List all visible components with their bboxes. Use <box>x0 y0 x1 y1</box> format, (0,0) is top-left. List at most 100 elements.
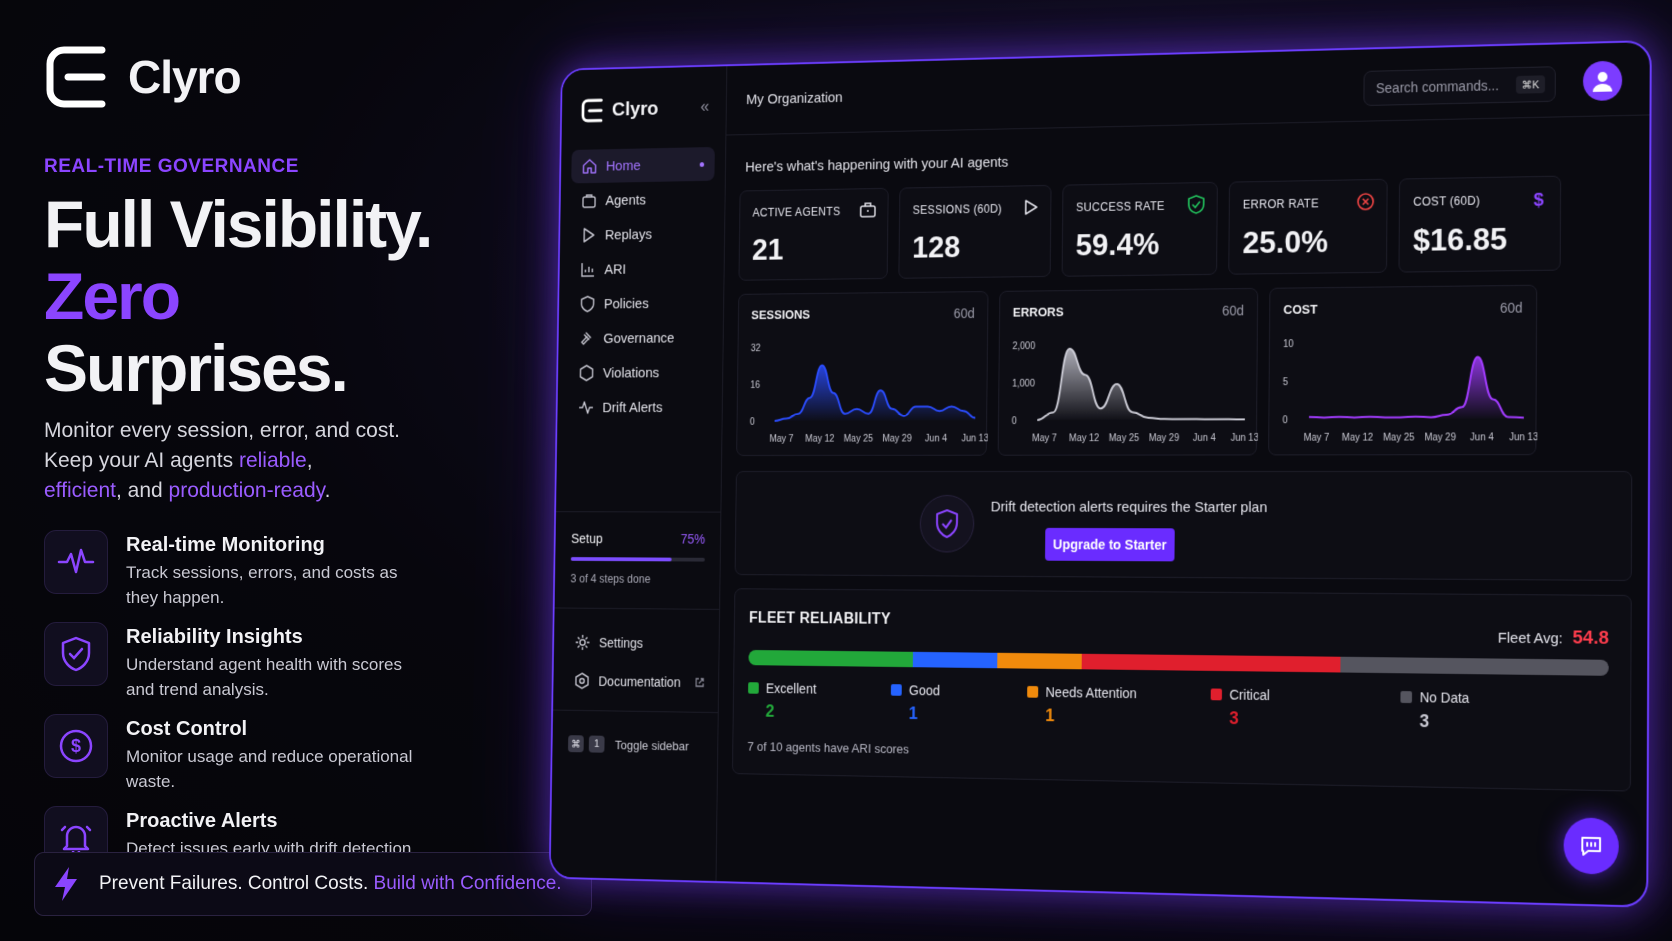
legend-needs-attention: Needs Attention 1 <box>1027 684 1137 727</box>
series-area <box>1037 347 1245 420</box>
fleet-bar-segment <box>1341 657 1609 676</box>
shield-check-icon <box>920 495 975 553</box>
chart-row: SESSIONS 60d 32 16 0 May 7 May 12 May 25 May 2… <box>722 270 1649 456</box>
fleet-bar-segment <box>997 653 1082 669</box>
stat-card-success-rate[interactable]: SUCCESS RATE 59.4% <box>1062 182 1218 277</box>
headline-line-1: Full Visibility. <box>44 188 464 260</box>
external-link-icon <box>694 677 705 688</box>
errors-chart-plot: 2,000 1,000 0 May 7 May 12 May 25 May 29 Jun 4 J… <box>999 289 1260 457</box>
stat-value: 25.0% <box>1242 223 1373 261</box>
play-icon <box>1021 198 1039 217</box>
x-tick-label: May 12 <box>1342 432 1373 443</box>
legend-swatch <box>1400 691 1412 703</box>
sidebar: Clyro « Home Agents Replays ARI <box>551 66 728 881</box>
errors-chart[interactable]: ERRORS 60d 2,000 1,000 0 May 7 May 12 May 25 M… <box>998 288 1258 456</box>
sidebar-item-drift-alerts[interactable]: Drift Alerts <box>568 390 712 424</box>
cost-chart-plot: 1050May 7 May 12 May 25 May 29 Jun 4 Jun 13 <box>1269 286 1538 457</box>
stat-card-cost[interactable]: COST (60D) $16.85 $ <box>1398 176 1561 273</box>
pulse-icon <box>44 530 108 594</box>
sidebar-item-ari[interactable]: ARI <box>570 251 714 287</box>
y-tick-label: 0 <box>1282 415 1287 426</box>
sidebar-item-label: Agents <box>605 192 646 209</box>
stat-label: ERROR RATE <box>1243 196 1373 212</box>
stat-card-error-rate[interactable]: ERROR RATE 25.0% <box>1228 179 1387 275</box>
y-tick-label: 32 <box>751 343 761 354</box>
sidebar-item-violations[interactable]: Violations <box>568 355 712 390</box>
gavel-icon <box>579 330 595 347</box>
tagline: Prevent Failures. Control Costs. Build w… <box>99 873 562 895</box>
sidebar-item-home[interactable]: Home <box>571 147 715 183</box>
legend-count: 2 <box>765 701 816 722</box>
sidebar-item-settings[interactable]: Settings <box>564 623 713 662</box>
feature-item: $ Cost Control Monitor usage and reduce … <box>44 714 464 786</box>
avatar[interactable] <box>1583 61 1622 101</box>
feature-title: Reliability Insights <box>126 626 416 649</box>
toggle-sidebar-hint[interactable]: ⌘ 1 Toggle sidebar <box>552 710 719 780</box>
upgrade-button[interactable]: Upgrade to Starter <box>1045 528 1175 562</box>
legend-good: Good 1 <box>891 682 940 724</box>
sidebar-item-governance[interactable]: Governance <box>569 320 713 355</box>
sidebar-item-documentation[interactable]: Documentation <box>564 662 713 702</box>
stat-value: $16.85 <box>1413 220 1546 258</box>
setup-percent: 75% <box>680 531 705 546</box>
feature-list: Real-time Monitoring Track sessions, err… <box>44 530 464 878</box>
search-placeholder: Search commands... <box>1376 77 1499 96</box>
x-tick-label: May 12 <box>805 434 834 445</box>
sidebar-brand-name: Clyro <box>612 98 659 121</box>
activity-icon <box>578 399 594 416</box>
y-tick-label: 1,000 <box>1012 378 1035 389</box>
legend-swatch <box>1211 688 1222 700</box>
feature-title: Cost Control <box>126 718 416 741</box>
series-area <box>775 364 976 421</box>
fleet-avg-value: 54.8 <box>1572 627 1608 648</box>
play-icon <box>581 227 597 244</box>
legend-excellent: Excellent 2 <box>748 680 817 722</box>
shield-check-icon <box>1187 195 1206 215</box>
headline-zero: Zero <box>44 259 179 333</box>
chat-button[interactable] <box>1564 817 1619 874</box>
main-content: My Organization Search commands... ⌘K He… <box>716 42 1649 906</box>
setup-subtitle: 3 of 4 steps done <box>570 572 704 586</box>
sessions-chart[interactable]: SESSIONS 60d 32 16 0 May 7 May 12 May 25 May 2… <box>736 291 988 456</box>
collapse-sidebar-icon[interactable]: « <box>700 97 709 117</box>
command-search[interactable]: Search commands... ⌘K <box>1363 66 1555 106</box>
stat-card-active-agents[interactable]: ACTIVE AGENTS 21 <box>738 188 888 281</box>
one-key: 1 <box>589 736 605 753</box>
sidebar-footer: Settings Documentation <box>564 623 713 702</box>
stat-label: SESSIONS (60D) <box>913 201 1038 216</box>
fleet-reliability-card: FLEET RELIABILITY Fleet Avg: 54.8 Excelle… <box>732 588 1632 791</box>
x-tick-label: May 7 <box>1032 433 1057 444</box>
shield-icon <box>580 296 596 313</box>
headline-surprises: Surprises. <box>44 331 347 405</box>
sidebar-nav: Home Agents Replays ARI Policies Gov <box>557 147 725 425</box>
x-tick-label: May 12 <box>1069 433 1099 444</box>
lightning-icon <box>51 865 81 903</box>
sidebar-item-agents[interactable]: Agents <box>571 182 715 218</box>
legend-swatch <box>748 682 759 694</box>
setup-label: Setup <box>571 531 603 546</box>
fleet-bar-segment <box>1081 654 1340 673</box>
sidebar-item-label: Replays <box>605 226 652 243</box>
feature-desc: Monitor usage and reduce operational was… <box>126 744 416 794</box>
setup-progress[interactable]: Setup 75% 3 of 4 steps done <box>555 511 722 610</box>
organization-switcher[interactable]: My Organization <box>746 90 843 108</box>
eyebrow: REAL-TIME GOVERNANCE <box>44 156 464 178</box>
sidebar-item-label: ARI <box>604 261 626 277</box>
feature-item: Reliability Insights Understand agent he… <box>44 622 464 694</box>
x-tick-label: May 29 <box>1149 433 1180 444</box>
chat-icon <box>1579 834 1603 859</box>
active-dot <box>700 162 704 167</box>
cost-chart[interactable]: COST 60d 10 5 0 May 7 May 12 May 25 May 29 Jun … <box>1268 285 1537 456</box>
sidebar-item-label: Home <box>606 157 641 174</box>
cmd-key: ⌘ <box>568 735 584 752</box>
sidebar-item-replays[interactable]: Replays <box>570 216 714 252</box>
fleet-average: Fleet Avg: 54.8 <box>1498 627 1609 650</box>
fleet-avg-label: Fleet Avg: <box>1498 630 1563 648</box>
y-tick-label: 5 <box>1283 377 1288 388</box>
legend-label: Needs Attention <box>1045 684 1136 701</box>
stat-card-sessions[interactable]: SESSIONS (60D) 128 <box>898 185 1051 279</box>
legend-count: 1 <box>909 704 940 725</box>
headline-line-2: Zero Surprises. <box>44 260 464 404</box>
lede-line-1: Monitor every session, error, and cost. <box>44 416 464 446</box>
sidebar-item-policies[interactable]: Policies <box>569 286 713 321</box>
